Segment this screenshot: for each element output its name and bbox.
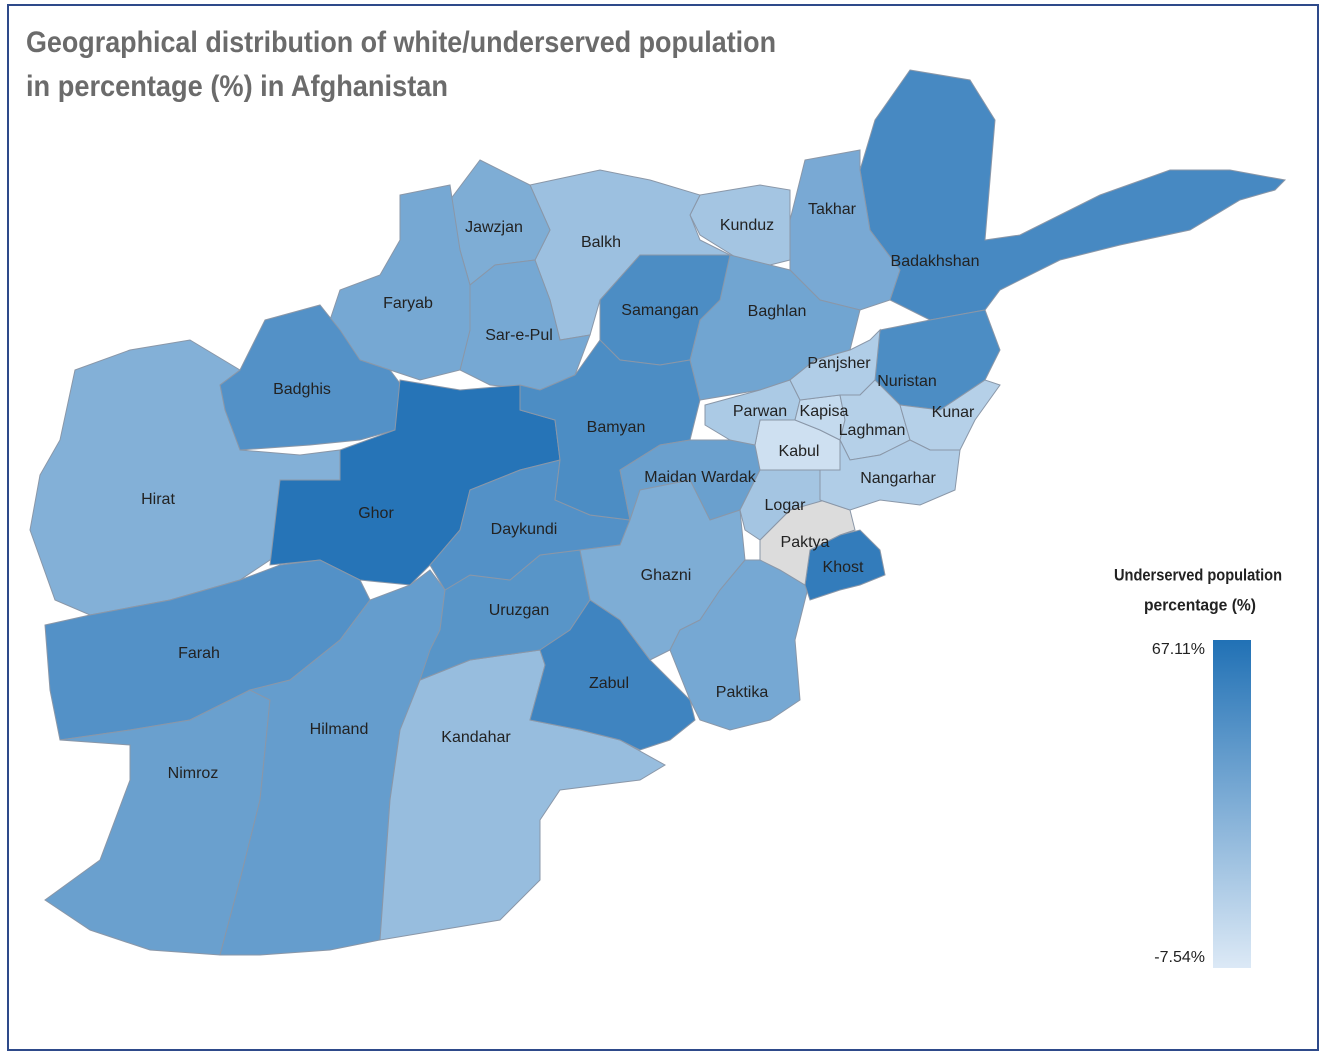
province xyxy=(789,328,881,401)
province-label: Zabul xyxy=(589,675,629,692)
legend-tick-label: 67.11% xyxy=(1152,641,1205,658)
color-bar xyxy=(1213,640,1251,968)
province-label: Hilmand xyxy=(310,721,369,738)
legend-tick-label: -7.54% xyxy=(1154,949,1205,966)
province-label: Kabul xyxy=(779,443,820,460)
province-label: Samangan xyxy=(621,302,698,319)
province-label: Jawzjan xyxy=(465,219,523,236)
province-label: Maidan Wardak xyxy=(644,469,756,486)
province-label: Parwan xyxy=(733,403,787,420)
province-label: Nangarhar xyxy=(860,470,936,487)
province-label: Kunar xyxy=(932,404,975,421)
legend-title: Underserved population xyxy=(1114,565,1282,584)
province-label: Bamyan xyxy=(587,419,646,436)
province-label: Panjsher xyxy=(807,355,871,372)
province-label: Badakhshan xyxy=(891,253,980,270)
province-label: Uruzgan xyxy=(489,602,549,619)
province xyxy=(529,599,696,751)
province-label: Badghis xyxy=(273,381,331,398)
legend-title: percentage (%) xyxy=(1144,595,1256,614)
province-label: Laghman xyxy=(839,422,906,439)
province-label: Sar-e-Pul xyxy=(485,327,553,344)
province-label: Paktya xyxy=(781,534,830,551)
province-label: Ghazni xyxy=(641,567,692,584)
province-label: Daykundi xyxy=(491,521,558,538)
province-label: Kapisa xyxy=(800,403,849,420)
province-label: Baghlan xyxy=(748,303,807,320)
province-label: Farah xyxy=(178,645,220,662)
province-label: Ghor xyxy=(358,505,394,522)
province xyxy=(704,379,801,446)
province xyxy=(804,529,886,601)
province-label: Kunduz xyxy=(720,217,774,234)
province-label: Khost xyxy=(823,559,864,576)
province xyxy=(819,439,961,511)
province-label: Balkh xyxy=(581,234,621,251)
province-label: Hirat xyxy=(141,491,175,508)
title-line: Geographical distribution of white/under… xyxy=(26,26,776,59)
province-label: Takhar xyxy=(808,201,857,218)
legend: 67.11% -7.54% xyxy=(1152,639,1213,969)
province-label: Nimroz xyxy=(168,765,219,782)
province-label: Paktika xyxy=(716,684,769,701)
province-label: Faryab xyxy=(383,295,433,312)
title-line: in percentage (%) in Afghanistan xyxy=(26,70,448,103)
province-label: Nuristan xyxy=(877,373,937,390)
province-label: Logar xyxy=(765,497,807,514)
province-labels: Badakhshan Nuristan Takhar Kunduz Baghlan Bal… xyxy=(141,201,979,782)
provinces xyxy=(29,69,1287,956)
province xyxy=(329,184,471,381)
province xyxy=(669,559,811,731)
province-label: Kandahar xyxy=(441,729,511,746)
